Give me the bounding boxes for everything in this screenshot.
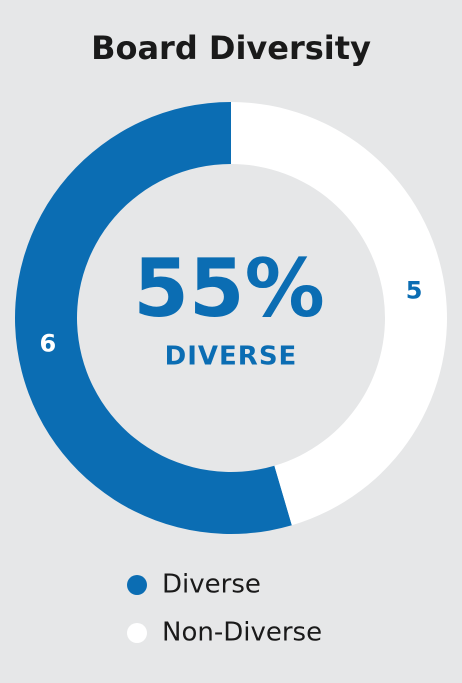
- donut-slice: [231, 102, 447, 526]
- legend-swatch: [127, 575, 147, 595]
- slice-label: 6: [40, 329, 57, 357]
- center-sublabel: DIVERSE: [165, 342, 298, 372]
- center-label: 55%: [133, 242, 324, 335]
- legend-label: Non-Diverse: [162, 618, 322, 648]
- donut-slice: [15, 102, 292, 535]
- slice-label: 5: [406, 277, 423, 305]
- legend-swatch: [127, 623, 147, 643]
- legend-label: Diverse: [162, 570, 261, 600]
- chart-title: Board Diversity: [91, 29, 371, 67]
